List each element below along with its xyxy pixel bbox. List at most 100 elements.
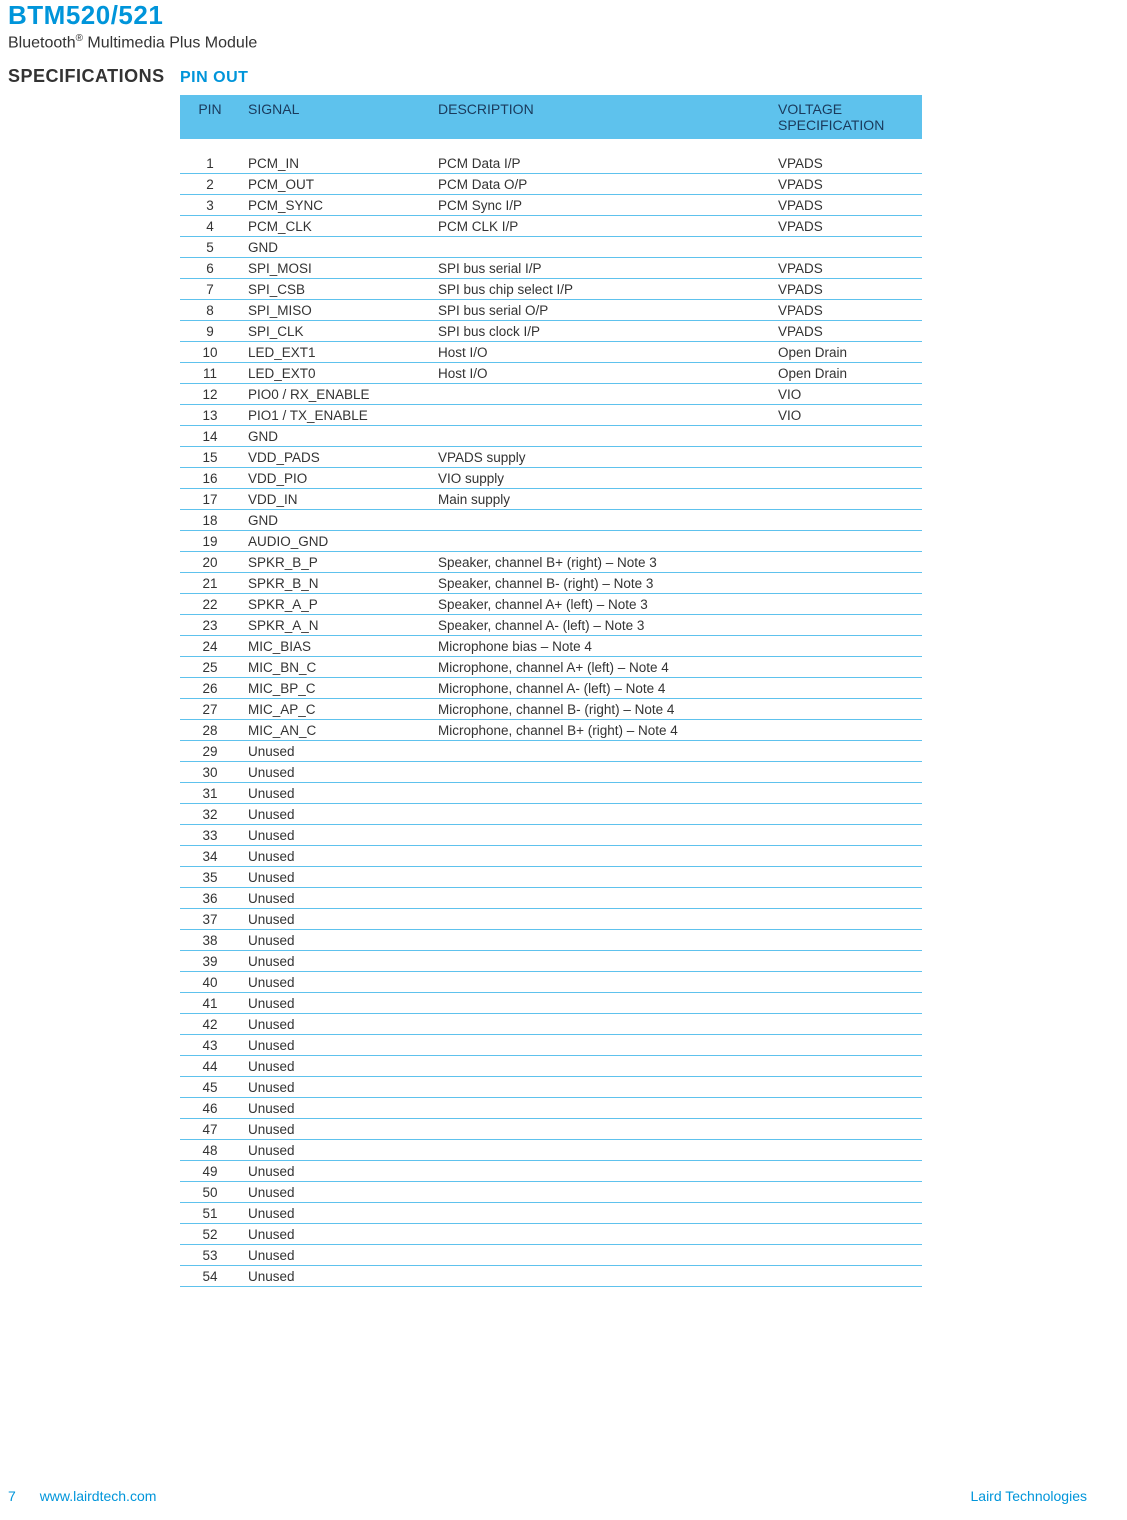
cell-description: [430, 741, 770, 762]
cell-pin: 28: [180, 720, 240, 741]
table-head: PIN SIGNAL DESCRIPTION VOLTAGE SPECIFICA…: [180, 95, 922, 139]
cell-description: Host I/O: [430, 342, 770, 363]
table-row: 49Unused: [180, 1161, 922, 1182]
cell-description: [430, 1266, 770, 1287]
table-row: 23SPKR_A_NSpeaker, channel A- (left) – N…: [180, 615, 922, 636]
cell-signal: MIC_AP_C: [240, 699, 430, 720]
cell-pin: 12: [180, 384, 240, 405]
table-row: 17VDD_INMain supply: [180, 489, 922, 510]
section-row: SPECIFICATIONS PIN OUT: [0, 66, 1127, 87]
cell-signal: SPKR_B_P: [240, 552, 430, 573]
cell-voltage: [770, 1245, 922, 1266]
cell-signal: GND: [240, 426, 430, 447]
pinout-table: PIN SIGNAL DESCRIPTION VOLTAGE SPECIFICA…: [180, 95, 922, 1287]
cell-pin: 48: [180, 1140, 240, 1161]
table-row: 6SPI_MOSISPI bus serial I/PVPADS: [180, 258, 922, 279]
cell-signal: PCM_CLK: [240, 216, 430, 237]
cell-voltage: [770, 1161, 922, 1182]
table-body: 1PCM_INPCM Data I/PVPADS2PCM_OUTPCM Data…: [180, 139, 922, 1287]
cell-pin: 42: [180, 1014, 240, 1035]
table-row: 36Unused: [180, 888, 922, 909]
cell-voltage: [770, 1035, 922, 1056]
cell-signal: GND: [240, 510, 430, 531]
cell-pin: 2: [180, 174, 240, 195]
cell-pin: 16: [180, 468, 240, 489]
cell-signal: Unused: [240, 909, 430, 930]
cell-pin: 30: [180, 762, 240, 783]
registered-mark: ®: [76, 33, 83, 44]
cell-description: Speaker, channel A- (left) – Note 3: [430, 615, 770, 636]
cell-description: Microphone bias – Note 4: [430, 636, 770, 657]
cell-voltage: VPADS: [770, 153, 922, 174]
cell-voltage: [770, 993, 922, 1014]
cell-pin: 18: [180, 510, 240, 531]
table-row: 42Unused: [180, 1014, 922, 1035]
cell-description: [430, 804, 770, 825]
cell-description: [430, 510, 770, 531]
cell-signal: Unused: [240, 930, 430, 951]
cell-signal: MIC_BIAS: [240, 636, 430, 657]
cell-voltage: [770, 741, 922, 762]
cell-signal: Unused: [240, 783, 430, 804]
cell-voltage: [770, 447, 922, 468]
cell-pin: 29: [180, 741, 240, 762]
table-row: 3PCM_SYNCPCM Sync I/PVPADS: [180, 195, 922, 216]
cell-signal: Unused: [240, 1140, 430, 1161]
cell-signal: Unused: [240, 846, 430, 867]
cell-description: SPI bus chip select I/P: [430, 279, 770, 300]
table-row: 29Unused: [180, 741, 922, 762]
cell-description: [430, 237, 770, 258]
cell-voltage: VPADS: [770, 195, 922, 216]
cell-signal: Unused: [240, 825, 430, 846]
table-row: 22SPKR_A_PSpeaker, channel A+ (left) – N…: [180, 594, 922, 615]
cell-pin: 39: [180, 951, 240, 972]
cell-description: SPI bus serial O/P: [430, 300, 770, 321]
table-row: 53Unused: [180, 1245, 922, 1266]
table-row: 25MIC_BN_CMicrophone, channel A+ (left) …: [180, 657, 922, 678]
table-row: 8SPI_MISOSPI bus serial O/PVPADS: [180, 300, 922, 321]
table-row: 47Unused: [180, 1119, 922, 1140]
table-row: 21SPKR_B_NSpeaker, channel B- (right) – …: [180, 573, 922, 594]
cell-description: [430, 1098, 770, 1119]
cell-voltage: [770, 468, 922, 489]
cell-voltage: [770, 552, 922, 573]
table-row: 32Unused: [180, 804, 922, 825]
cell-pin: 45: [180, 1077, 240, 1098]
table-row: 15VDD_PADSVPADS supply: [180, 447, 922, 468]
table-row: 27MIC_AP_CMicrophone, channel B- (right)…: [180, 699, 922, 720]
cell-pin: 7: [180, 279, 240, 300]
cell-pin: 32: [180, 804, 240, 825]
cell-voltage: VPADS: [770, 321, 922, 342]
cell-voltage: [770, 1014, 922, 1035]
cell-signal: SPI_CSB: [240, 279, 430, 300]
cell-pin: 15: [180, 447, 240, 468]
cell-voltage: [770, 636, 922, 657]
footer-company: Laird Technologies: [971, 1488, 1088, 1504]
col-voltage: VOLTAGE SPECIFICATION: [770, 95, 922, 139]
cell-description: Speaker, channel B+ (right) – Note 3: [430, 552, 770, 573]
cell-pin: 44: [180, 1056, 240, 1077]
cell-voltage: VPADS: [770, 300, 922, 321]
cell-pin: 1: [180, 153, 240, 174]
cell-voltage: [770, 804, 922, 825]
cell-description: Microphone, channel A+ (left) – Note 4: [430, 657, 770, 678]
cell-voltage: VPADS: [770, 216, 922, 237]
cell-voltage: [770, 825, 922, 846]
cell-description: [430, 1224, 770, 1245]
cell-description: Main supply: [430, 489, 770, 510]
cell-description: Host I/O: [430, 363, 770, 384]
cell-voltage: VPADS: [770, 174, 922, 195]
cell-signal: AUDIO_GND: [240, 531, 430, 552]
table-row: 16VDD_PIOVIO supply: [180, 468, 922, 489]
cell-voltage: [770, 972, 922, 993]
cell-voltage: [770, 594, 922, 615]
cell-voltage: [770, 699, 922, 720]
cell-description: SPI bus clock I/P: [430, 321, 770, 342]
cell-pin: 26: [180, 678, 240, 699]
table-row: 38Unused: [180, 930, 922, 951]
cell-pin: 47: [180, 1119, 240, 1140]
cell-pin: 6: [180, 258, 240, 279]
cell-signal: Unused: [240, 762, 430, 783]
product-subtitle: Bluetooth® Multimedia Plus Module: [8, 33, 1127, 52]
cell-description: Microphone, channel B+ (right) – Note 4: [430, 720, 770, 741]
